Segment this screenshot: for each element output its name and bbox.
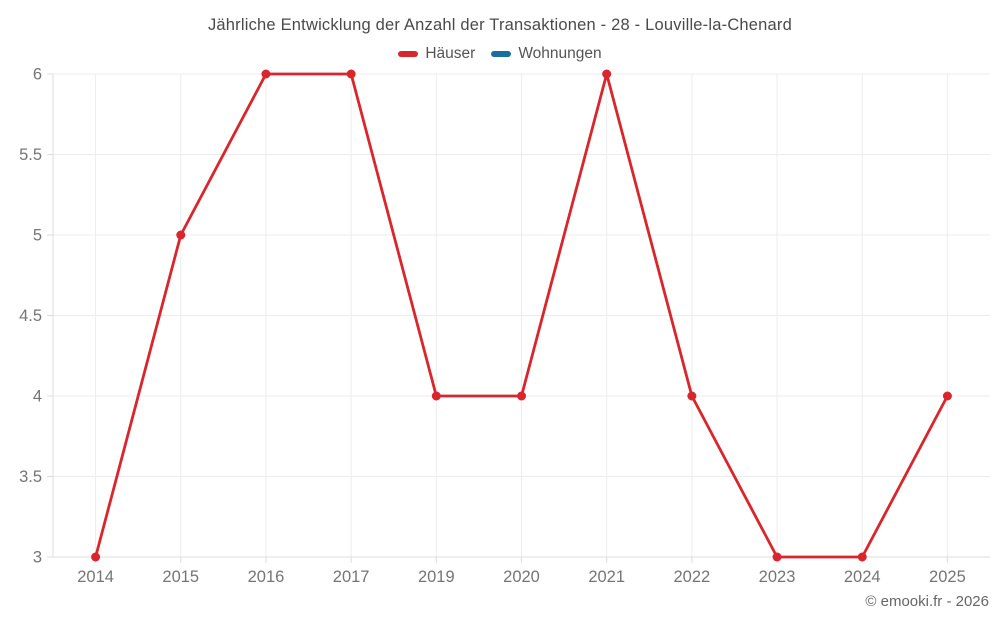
- legend-label-wohnungen: Wohnungen: [518, 45, 602, 62]
- svg-text:2024: 2024: [844, 568, 881, 586]
- legend: Häuser Wohnungen: [0, 45, 1000, 63]
- svg-text:5.5: 5.5: [19, 146, 42, 164]
- legend-label-haeuser: Häuser: [425, 45, 476, 62]
- svg-text:6: 6: [33, 66, 42, 84]
- chart-title: Jährliche Entwicklung der Anzahl der Tra…: [207, 16, 793, 34]
- svg-text:2023: 2023: [759, 568, 796, 586]
- svg-text:2025: 2025: [929, 568, 966, 586]
- svg-text:2015: 2015: [162, 568, 199, 586]
- svg-text:2017: 2017: [333, 568, 370, 586]
- svg-text:5: 5: [33, 227, 42, 245]
- legend-item-haeuser[interactable]: Häuser: [398, 45, 475, 63]
- svg-text:2022: 2022: [674, 568, 711, 586]
- svg-text:4: 4: [33, 388, 42, 406]
- svg-text:4.5: 4.5: [19, 307, 42, 325]
- legend-swatch-wohnungen-icon: [491, 51, 512, 57]
- svg-text:3.5: 3.5: [19, 468, 42, 486]
- svg-text:2019: 2019: [418, 568, 455, 586]
- svg-text:2014: 2014: [77, 568, 114, 586]
- legend-item-wohnungen[interactable]: Wohnungen: [491, 45, 602, 63]
- svg-text:2020: 2020: [503, 568, 540, 586]
- svg-text:2016: 2016: [248, 568, 285, 586]
- legend-swatch-haeuser-icon: [398, 51, 419, 57]
- svg-text:3: 3: [33, 549, 42, 567]
- footer-credit: © emooki.fr - 2026: [865, 593, 989, 610]
- svg-text:2021: 2021: [588, 568, 625, 586]
